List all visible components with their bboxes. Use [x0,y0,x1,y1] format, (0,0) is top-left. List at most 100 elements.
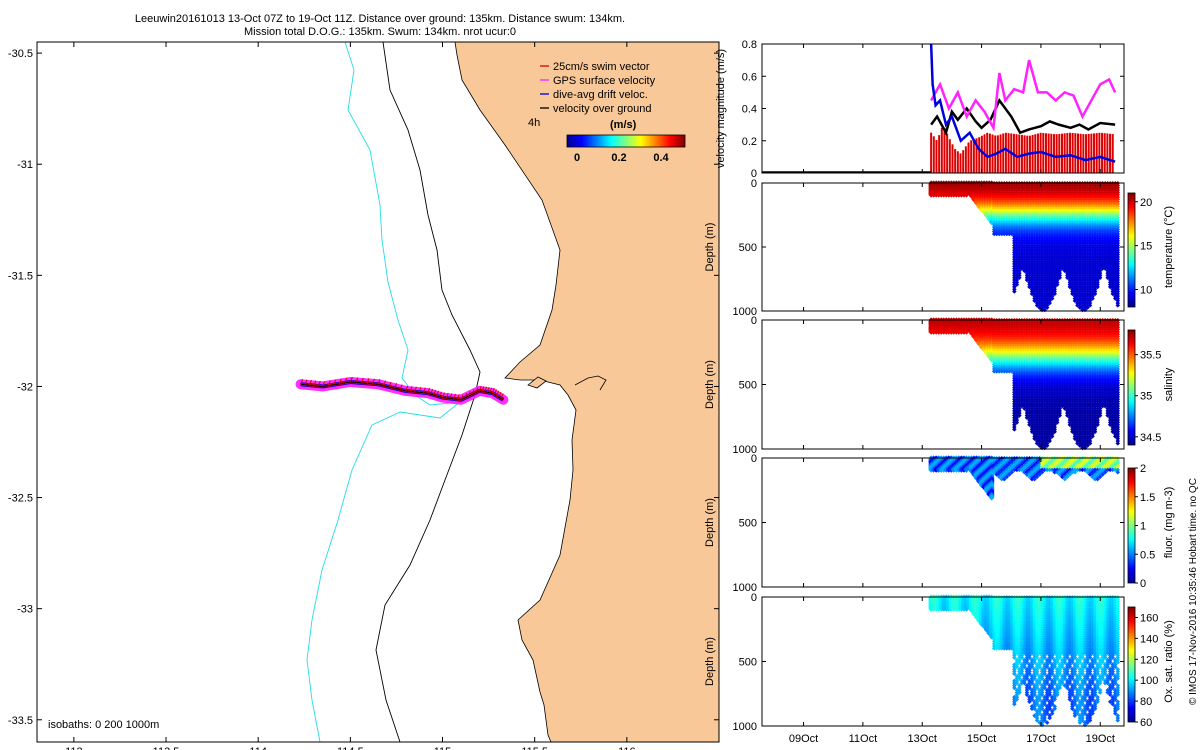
plot-title-line-1: Leeuwin20161013 13-Oct 07Z to 19-Oct 11Z… [134,13,626,25]
swim-vector-tick [304,379,308,385]
x-tick-label: 113 [65,746,83,750]
x-tick-label: 115 [434,746,452,750]
swim-vector-tick [377,379,381,385]
swim-vector-tick [414,386,417,392]
legend-gps: GPS surface velocity [553,75,656,87]
swim-vector-tick [317,380,321,387]
swim-vector-tick [300,379,304,385]
colorbar-tick-label: 10 [1140,284,1152,296]
cbar-tick-0: 0 [574,152,580,164]
velocity-series-2 [929,43,1116,163]
y-tick-label: -31 [17,159,33,171]
x-tick-label: 113.5 [153,746,180,750]
swim-vector-tick [333,379,337,385]
swan-river [574,375,607,391]
swim-vector-tick [456,394,460,400]
colorbar-tick-label: 20 [1140,197,1152,209]
data-point [1012,427,1017,432]
swim-vector-tick [308,379,312,386]
legend-drift: dive-avg drift veloc. [553,89,648,101]
velocity-series-0 [930,97,1116,136]
swim-vector-tick [430,388,434,395]
swim-vector-tick [494,389,497,395]
panel-y-label: Depth (m) [704,223,716,272]
swim-vector-tick [471,389,475,395]
speed-colorbar [566,134,686,148]
swim-vector-tick [388,381,392,388]
isobath-1000m [306,42,462,742]
legend-dog: velocity over ground [553,103,651,115]
swim-vector-tick [491,387,495,394]
swim-vector-tick [489,387,493,393]
swim-vector-tick [486,387,490,393]
swim-vector-tick [338,378,342,384]
x-tick-label: 116 [618,746,636,750]
y-tick-label: -33 [17,604,33,616]
swim-vector-tick [498,391,502,398]
swim-vector-tick [409,386,413,392]
swim-vector-tick [436,390,440,396]
swim-vector-tick [418,387,422,393]
swim-vector-tick [355,377,359,383]
swim-vector-tick [445,392,449,399]
data-point [1115,303,1121,308]
cbar-tick-2: 0.4 [653,152,669,164]
swim-vector-tick [422,387,426,393]
map-panel: 113113.5114114.5115115.5116-30.5-31-31.5… [8,41,720,750]
colorbar [1127,192,1136,308]
y-tick-label: -32 [17,381,33,393]
y-tick-label: 0.8 [742,39,757,51]
x-tick-label: 115.5 [521,746,548,750]
plot-title-line-2: Mission total D.O.G.: 135km. Swum: 134km… [243,26,517,38]
y-tick-label: 0.6 [742,71,757,83]
colorbar-label: (m/s) [610,119,637,131]
isobath-200m [375,42,481,742]
swim-vector-tick [327,380,331,386]
y-tick-label: 0.2 [742,136,757,148]
swim-vector-tick [453,393,457,400]
swim-vector-tick [366,378,370,384]
map-axes: 113113.5114114.5115115.5116-30.5-31-31.5… [8,42,719,750]
colorbar-tick-label: 15 [1140,241,1152,253]
y-tick-label: 500 [739,242,757,254]
y-tick-label: 0.4 [742,104,757,116]
land-area [454,42,719,742]
y-tick-label: 0 [751,178,757,190]
swim-vector-tick [313,380,317,386]
y-tick-label: -33.5 [8,715,33,727]
panel-y-label: velocity magnitude (m/s) [715,49,727,168]
velocity-series-1 [930,59,1117,132]
swim-vector-tick [484,386,488,392]
swim-vector-tick [360,377,364,384]
swim-vector-tick [442,392,445,398]
swim-vector-tick [372,378,375,384]
x-tick-label: 114 [249,746,267,750]
swim-vector-tick [405,385,409,392]
y-tick-label: -31.5 [8,270,33,282]
y-tick-label: -30.5 [8,48,33,60]
swim-vector-tick [475,387,479,393]
swim-vector-tick [433,389,437,396]
map-frame [36,41,720,743]
data-point [1012,257,1017,262]
swim-vector-tick [449,393,453,399]
swim-vector-tick [322,381,326,387]
legend-swim: 25cm/s swim vector [553,61,650,73]
swim-vector-tick [399,384,403,390]
swim-vector-tick [439,391,443,397]
glider-track [295,376,509,405]
swim-vector-tick [383,380,386,386]
swim-vector-tick [394,383,398,389]
colorbar-label: temperature (°C) [1163,206,1175,288]
swim-vector-tick [481,386,485,392]
profile-panels: 0 0.2 0.4 0.6 0.8 velocity magnitude (m/s) 050… [704,39,1175,745]
isobath-label: isobaths: 0 200 1000m [48,719,159,731]
swim-vector-tick [427,387,431,394]
swim-vector-tick [344,377,348,384]
swim-vector-tick [464,392,468,399]
cbar-tick-1: 0.2 [611,152,626,164]
